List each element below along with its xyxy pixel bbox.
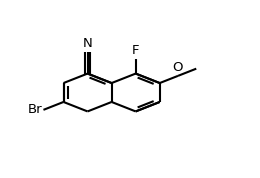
Text: N: N <box>83 37 93 50</box>
Text: O: O <box>173 61 183 74</box>
Text: Br: Br <box>28 103 42 116</box>
Text: F: F <box>132 44 139 57</box>
